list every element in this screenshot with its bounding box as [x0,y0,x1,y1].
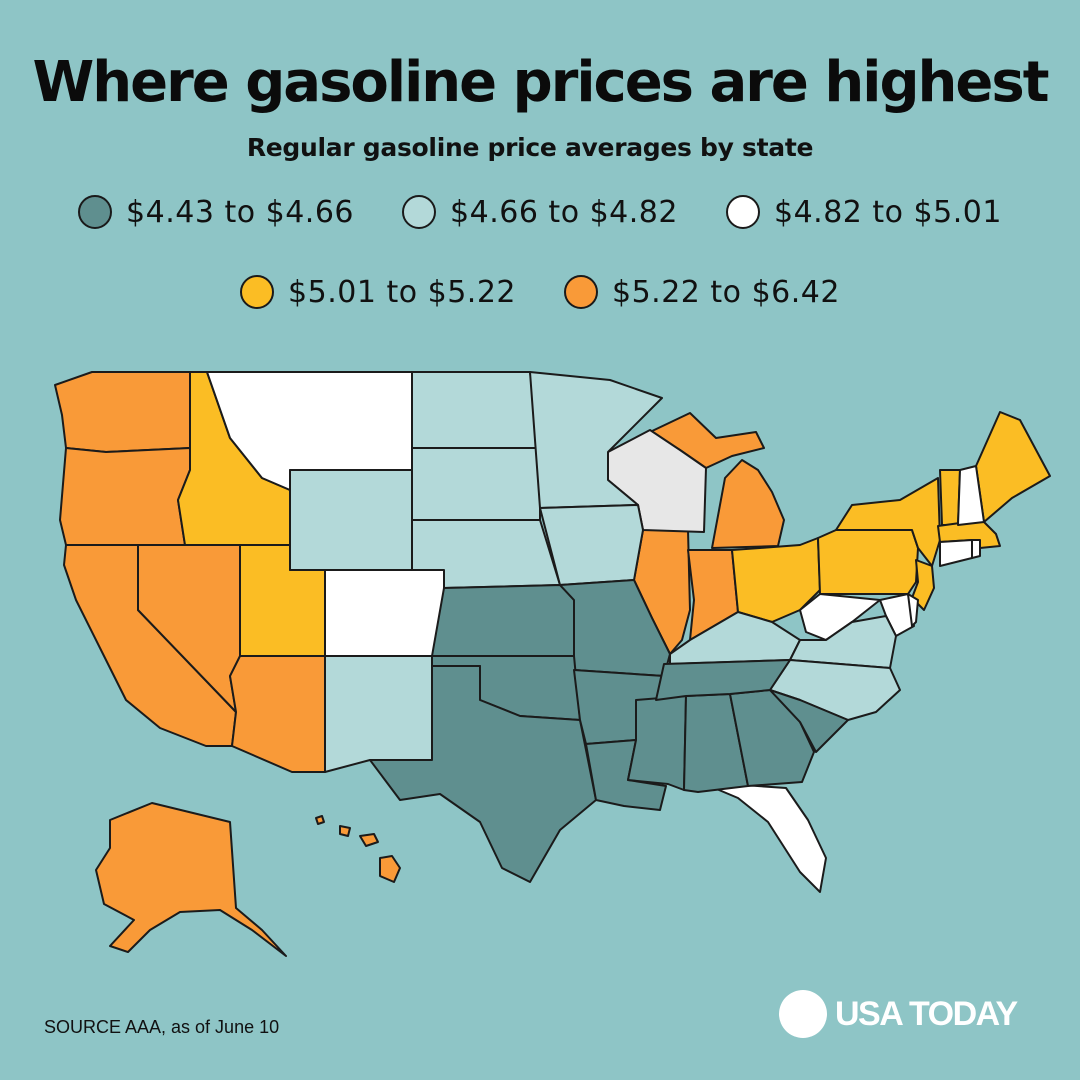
usa-today-logo: USA TODAY [779,990,1018,1038]
state-florida [699,781,827,893]
state-texas [369,665,597,883]
state-iowa [539,504,644,586]
legend-row-1: $4.43 to $4.66 $4.66 to $4.82 $4.82 to $… [0,190,1080,234]
state-vermont [939,469,961,526]
state-new-hampshire [957,465,985,526]
state-delaware [907,593,919,627]
legend-label-tier2: $4.66 to $4.82 [450,194,678,230]
state-hawaii-3 [359,833,379,847]
state-arizona [229,655,326,773]
legend-swatch-tier2 [402,195,437,229]
legend-swatch-tier4 [240,275,275,309]
state-new-jersey [911,559,935,611]
legend-label-tier3: $4.82 to $5.01 [773,194,1002,230]
state-maryland [879,593,915,637]
state-new-mexico [324,655,433,773]
legend-swatch-tier3 [725,195,760,229]
us-choropleth-map [54,371,1051,957]
state-oregon [59,447,191,546]
usa-today-logo-text: USA TODAY [835,994,1018,1033]
legend-item-tier1: $4.43 to $4.66 [78,195,354,230]
legend-swatch-tier1 [78,195,113,229]
source-note: SOURCE AAA, as of June 10 [44,1017,280,1037]
state-hawaii-2 [339,825,351,837]
state-mississippi [627,695,687,791]
state-virginia [789,615,897,669]
legend-swatch-tier5 [564,275,598,309]
state-pennsylvania [817,529,919,595]
state-alaska [95,802,287,957]
state-hawaii-4 [379,855,401,883]
state-tennessee [655,659,791,701]
state-hawaii-1 [315,815,325,825]
legend-row-2: $5.01 to $5.22 $5.22 to $6.42 [0,270,1080,314]
legend-label-tier5: $5.22 to $6.42 [612,274,840,310]
state-michigan-lower [711,459,785,549]
state-wyoming [289,469,413,571]
state-south-dakota [411,447,541,521]
state-kansas [431,584,575,657]
usa-today-logo-dot [779,990,827,1038]
state-rhode-island [971,539,981,559]
legend-item-tier3: $4.82 to $5.01 [725,194,1002,230]
state-north-dakota [411,371,541,449]
state-maine [975,411,1051,523]
legend-item-tier5: $5.22 to $6.42 [564,275,840,310]
page-subtitle: Regular gasoline price averages by state [246,133,814,162]
legend-label-tier1: $4.43 to $4.66 [126,194,355,230]
state-connecticut [939,539,973,567]
legend-label-tier4: $5.01 to $5.22 [288,274,516,310]
state-colorado [324,569,445,657]
state-south-carolina [769,689,849,753]
page-title: Where gasoline prices are highest [32,50,1049,115]
legend-item-tier2: $4.66 to $4.82 [402,195,678,230]
state-washington [54,371,191,453]
legend-item-tier4: $5.01 to $5.22 [240,275,516,310]
